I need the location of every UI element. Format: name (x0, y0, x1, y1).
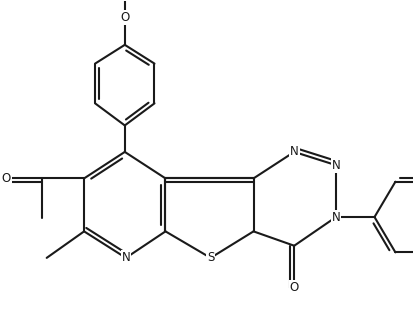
Text: O: O (120, 11, 129, 24)
Text: N: N (331, 159, 340, 172)
Text: N: N (290, 146, 299, 158)
Text: O: O (1, 172, 10, 185)
Text: O: O (290, 281, 299, 294)
Text: S: S (207, 251, 214, 264)
Text: N: N (122, 251, 130, 264)
Text: N: N (331, 211, 340, 224)
